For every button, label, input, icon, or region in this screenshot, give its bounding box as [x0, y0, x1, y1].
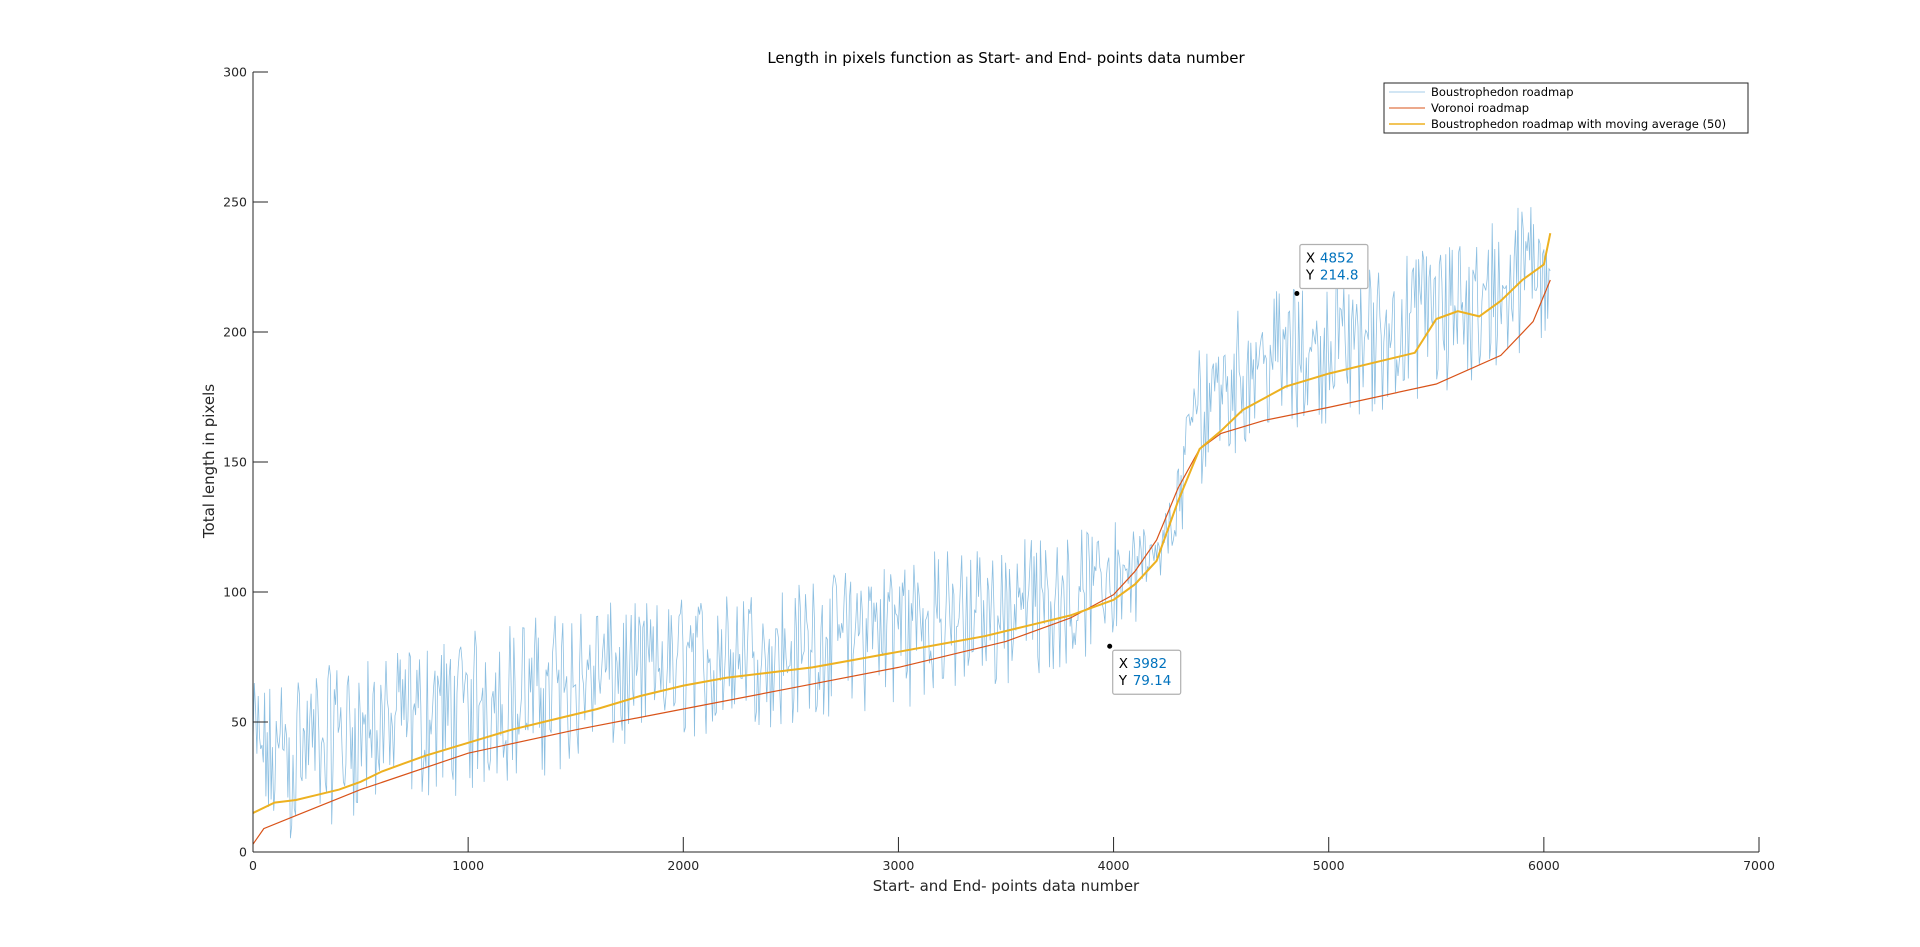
y-tick-label: 100	[223, 585, 247, 600]
legend-label: Boustrophedon roadmap with moving averag…	[1431, 117, 1726, 131]
y-tick-label: 200	[223, 325, 247, 340]
data-tip: X 3982 Y 79.14	[1107, 643, 1182, 695]
x-axis-label: Start- and End- points data number	[873, 877, 1140, 895]
x-tick-label: 5000	[1313, 858, 1345, 873]
data-tips: X 4852 Y 214.8 X 3982 Y 79.14	[1107, 243, 1369, 695]
series-boustrophedon-line	[252, 207, 1551, 839]
legend-label: Boustrophedon roadmap	[1431, 85, 1574, 99]
data-tip-box	[1112, 649, 1182, 695]
data-tip-x-label: X	[1306, 251, 1315, 267]
legend-item[interactable]: Voronoi roadmap	[1389, 101, 1529, 115]
y-tick-label: 50	[231, 715, 247, 730]
y-tick-label: 150	[223, 455, 247, 470]
data-tip-y-value: 79.14	[1133, 673, 1172, 689]
data-tip-y-label: Y	[1305, 268, 1315, 284]
data-tip-point	[1107, 643, 1113, 649]
x-tick-label: 4000	[1098, 858, 1130, 873]
plot-area: 0 1000 2000 3000 4000 5000 6000 7000 0 50 100 150 2…	[223, 65, 1775, 874]
y-tick-label: 300	[223, 65, 247, 80]
data-tip-x-value: 4852	[1320, 251, 1354, 267]
series-layer	[252, 207, 1552, 845]
data-tip-point	[1294, 291, 1300, 297]
x-tick-label: 7000	[1743, 858, 1775, 873]
x-axis-ticks: 0 1000 2000 3000 4000 5000 6000 7000	[249, 837, 1775, 873]
data-tip-x-value: 3982	[1133, 656, 1167, 672]
data-tip-box	[1299, 243, 1369, 290]
y-tick-label: 0	[239, 845, 247, 860]
legend-label: Voronoi roadmap	[1431, 101, 1529, 115]
y-axis-ticks: 0 50 100 150 200 250 300	[223, 65, 268, 860]
axes: 0 1000 2000 3000 4000 5000 6000 7000 0 50 100 150 2…	[223, 65, 1775, 874]
legend-item[interactable]: Boustrophedon roadmap with moving averag…	[1389, 117, 1726, 131]
series-voronoi-line	[252, 279, 1551, 845]
data-tip-x-label: X	[1119, 656, 1128, 672]
x-tick-label: 1000	[452, 858, 484, 873]
legend[interactable]: Boustrophedon roadmap Voronoi roadmap Bo…	[1383, 82, 1749, 134]
legend-item[interactable]: Boustrophedon roadmap	[1389, 85, 1574, 99]
y-axis-label: Total length in pixels	[200, 384, 218, 539]
series-moving-average-line	[252, 232, 1552, 814]
data-tip: X 4852 Y 214.8	[1294, 243, 1369, 297]
data-tip-y-value: 214.8	[1320, 268, 1359, 284]
x-tick-label: 0	[249, 858, 257, 873]
legend-box	[1383, 82, 1749, 134]
x-tick-label: 6000	[1528, 858, 1560, 873]
chart-title: Length in pixels function as Start- and …	[767, 49, 1245, 67]
y-tick-label: 250	[223, 195, 247, 210]
x-tick-label: 2000	[667, 858, 699, 873]
x-tick-label: 3000	[883, 858, 915, 873]
data-tip-y-label: Y	[1118, 673, 1128, 689]
